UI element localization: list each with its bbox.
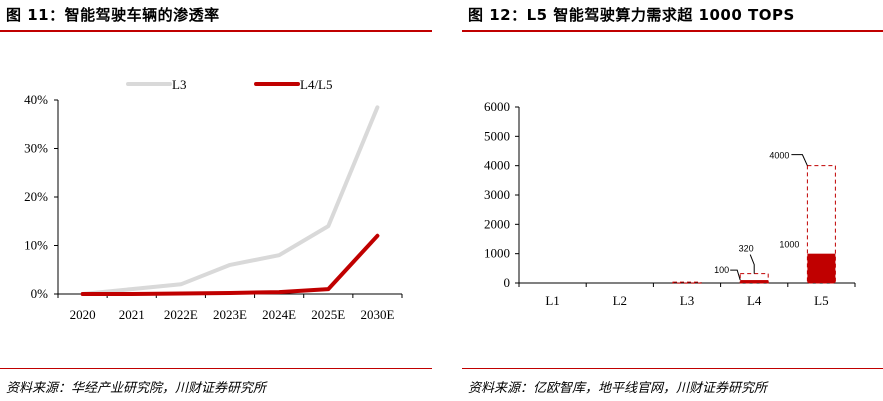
compute-bar-chart: 0 1000 2000 3000 4000 5000 6000 L1 L2 L3 L4 L5 100 32… [484, 99, 856, 308]
figure-12-source: 资料来源：亿欧智库，地平线官网，川财证券研究所 [468, 381, 768, 396]
y-tick-label: 30% [24, 141, 48, 156]
x-tick-label: L4 [747, 293, 762, 308]
series-line-0 [80, 105, 380, 296]
x-tick-label: 2022E [164, 307, 198, 322]
y-tick-label: 1000 [484, 246, 510, 261]
bar [740, 280, 769, 283]
x-tick-label: 2025E [311, 307, 345, 322]
source-rule [0, 368, 432, 369]
figure-11-title: 图 11：智能驾驶车辆的渗透率 [6, 6, 220, 24]
legend-label: L4/L5 [300, 77, 333, 92]
legend-label: L3 [172, 77, 186, 92]
leader-line [730, 269, 741, 281]
x-tick-label: L1 [545, 293, 559, 308]
title-rule [0, 30, 432, 32]
y-tick-label: 0% [31, 286, 49, 301]
source-rule [462, 368, 883, 369]
y-tick-label: 0 [504, 275, 511, 290]
x-tick-label: L5 [814, 293, 828, 308]
x-tick-label: 2024E [262, 307, 296, 322]
data-label: 100 [714, 265, 729, 275]
data-label: 320 [739, 244, 754, 254]
data-label: 4000 [769, 151, 789, 161]
figure-11-source: 资料来源：华经产业研究院，川财证券研究所 [6, 381, 267, 396]
x-tick-label: 2020 [70, 307, 96, 322]
x-tick-label: L2 [613, 293, 627, 308]
x-tick-label: L3 [680, 293, 694, 308]
x-tick-label: 2023E [213, 307, 247, 322]
range-box [806, 165, 836, 284]
x-tick-label: 2021 [119, 307, 145, 322]
bar [807, 253, 836, 283]
range-box [672, 281, 702, 284]
leader-line [791, 154, 808, 166]
y-tick-label: 2000 [484, 216, 510, 231]
data-label: 1000 [779, 240, 799, 250]
x-tick-label: 2030E [360, 307, 394, 322]
figure-12-title: 图 12：L5 智能驾驶算力需求超 1000 TOPS [468, 6, 795, 24]
y-tick-label: 6000 [484, 99, 510, 114]
figure-12-panel: 图 12：L5 智能驾驶算力需求超 1000 TOPS 0 1000 2000 300… [462, 0, 883, 401]
y-tick-label: 4000 [484, 158, 510, 173]
y-tick-label: 10% [24, 238, 48, 253]
penetration-line-chart: 0% 10% 20% 30% 40% 2020 2021 2022E 2023E 2024E 202… [24, 77, 403, 322]
figure-11-panel: 图 11：智能驾驶车辆的渗透率 0% 10% 20% 30% 40% 2020 2021 20… [0, 0, 432, 401]
y-tick-label: 5000 [484, 128, 510, 143]
leader-line [749, 254, 755, 274]
series-line-1 [80, 233, 380, 296]
y-tick-label: 40% [24, 92, 48, 107]
title-rule [462, 30, 883, 32]
y-tick-label: 20% [24, 189, 48, 204]
y-tick-label: 3000 [484, 187, 510, 202]
